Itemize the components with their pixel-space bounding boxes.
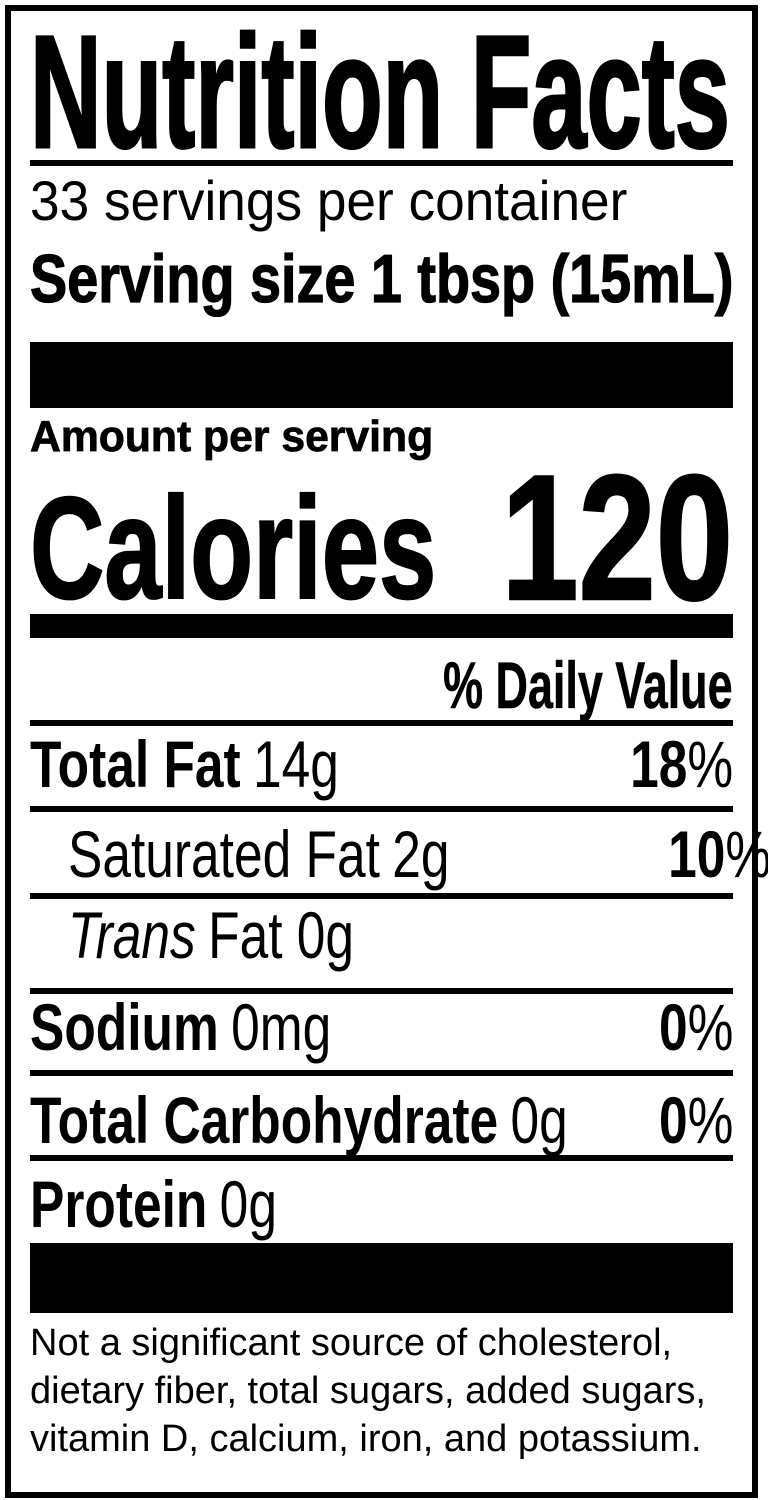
daily-value-header: % Daily Value <box>443 648 733 722</box>
percent-sign: % <box>687 1083 733 1157</box>
nutrient-amount: 0g <box>219 1167 277 1241</box>
nutrient-name: Trans <box>68 898 196 972</box>
thick-divider-bottom <box>30 1243 733 1313</box>
nutrient-amount: 0g <box>510 1083 568 1157</box>
daily-value-number: 0 <box>658 990 688 1064</box>
rule-above-saturated-fat <box>30 806 733 812</box>
nutrient-name: Total Fat <box>30 727 241 801</box>
footnote: Not a significant source of cholesterol,… <box>30 1319 706 1463</box>
daily-value-number: 18 <box>629 727 688 801</box>
calories-label: Calories <box>29 467 437 629</box>
serving-size: Serving size 1 tbsp (15mL) <box>29 241 734 317</box>
medium-divider <box>30 614 733 638</box>
row-total-carbohydrate: Total Carbohydrate 0g 0% <box>30 1087 733 1153</box>
row-total-fat: Total Fat 14g 18% <box>30 731 733 797</box>
row-sodium: Sodium 0mg 0% <box>30 994 733 1060</box>
amount-per-serving: Amount per serving <box>30 412 434 461</box>
rule-above-sodium <box>30 988 733 994</box>
percent-sign: % <box>687 727 733 801</box>
rule-above-protein <box>30 1155 733 1161</box>
header-rule <box>30 160 733 166</box>
row-saturated-fat: Saturated Fat 2g 10% <box>68 821 768 887</box>
rule-above-total-fat <box>30 720 733 726</box>
percent-sign: % <box>725 817 768 891</box>
nutrition-label: Nutrition Facts 33 servings per containe… <box>5 5 768 1498</box>
thick-divider-top <box>30 342 733 408</box>
nutrient-name: Total Carbohydrate <box>30 1083 499 1157</box>
rule-above-total-carbohydrate <box>30 1070 733 1076</box>
nutrient-amount: 14g <box>253 727 339 801</box>
rule-above-trans-fat <box>30 893 733 899</box>
label-title: Nutrition Facts <box>29 2 731 181</box>
footnote-line: Not a significant source of cholesterol, <box>30 1322 673 1364</box>
footnote-line: vitamin D, calcium, iron, and potassium. <box>30 1418 702 1460</box>
nutrient-name: Protein <box>30 1167 208 1241</box>
nutrient-name: Saturated Fat <box>68 817 380 891</box>
nutrient-name: Sodium <box>30 990 219 1064</box>
percent-sign: % <box>687 990 733 1064</box>
servings-per-container: 33 servings per container <box>30 169 628 232</box>
daily-value-number: 0 <box>658 1083 688 1157</box>
nutrient-amount: Fat 0g <box>208 898 355 972</box>
footnote-line: dietary fiber, total sugars, added sugar… <box>30 1370 706 1412</box>
row-trans-fat: Trans Fat 0g <box>68 902 733 968</box>
nutrient-amount: 0mg <box>231 990 332 1064</box>
nutrient-amount: 2g <box>392 817 450 891</box>
daily-value-number: 10 <box>667 817 726 891</box>
row-protein: Protein 0g <box>30 1171 733 1237</box>
calories-value: 120 <box>500 438 734 637</box>
